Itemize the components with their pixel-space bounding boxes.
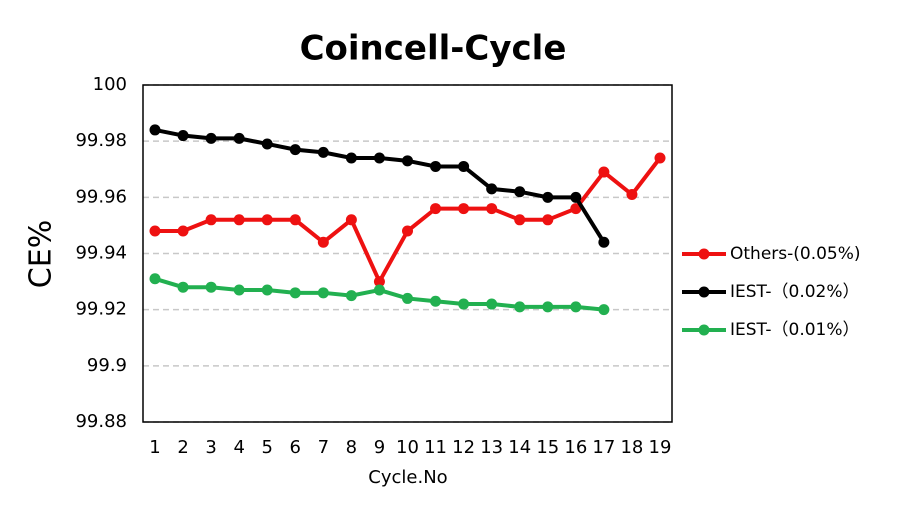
point (149, 225, 161, 237)
x-tick-label: 7 (318, 437, 329, 458)
point (486, 183, 498, 195)
y-tick-label: 99.9 (87, 355, 127, 376)
x-tick-label: 3 (205, 437, 216, 458)
x-tick-label: 8 (346, 437, 357, 458)
legend-label: IEST-（0.02%） (730, 282, 860, 302)
x-tick-label: 16 (564, 437, 587, 458)
point (570, 203, 582, 215)
point (317, 236, 329, 248)
legend-marker (698, 248, 710, 260)
point (598, 236, 610, 248)
point (317, 287, 329, 299)
point (289, 144, 301, 156)
point (177, 225, 189, 237)
point (486, 203, 498, 215)
point (149, 273, 161, 285)
point (654, 152, 666, 164)
legend-label: Others-(0.05%) (730, 244, 861, 264)
point (542, 214, 554, 226)
point (345, 152, 357, 164)
point (458, 160, 470, 172)
y-tick-label: 99.98 (75, 130, 127, 151)
x-tick-label: 5 (261, 437, 272, 458)
point (261, 284, 273, 296)
point (261, 214, 273, 226)
point (570, 191, 582, 203)
point (373, 276, 385, 288)
x-tick-label: 18 (620, 437, 643, 458)
series-line (155, 156, 662, 287)
series-line (154, 127, 606, 244)
legend-marker (698, 324, 710, 336)
x-tick-label: 11 (424, 437, 447, 458)
point (598, 304, 610, 316)
point (345, 214, 357, 226)
point (177, 281, 189, 293)
x-tick-label: 15 (536, 437, 559, 458)
x-tick-label: 12 (452, 437, 475, 458)
point (149, 124, 161, 136)
point (233, 132, 245, 144)
point (233, 214, 245, 226)
x-axis-label: Cycle.No (368, 467, 447, 488)
plot-border (142, 84, 673, 423)
x-tick-label: 13 (480, 437, 503, 458)
point (317, 146, 329, 158)
point (542, 301, 554, 313)
x-tick-label: 9 (374, 437, 385, 458)
x-tick-label: 6 (290, 437, 301, 458)
legend-marker (698, 286, 710, 298)
point (289, 287, 301, 299)
point (514, 214, 526, 226)
point (514, 186, 526, 198)
x-tick-label: 19 (649, 437, 672, 458)
point (233, 284, 245, 296)
point (205, 214, 217, 226)
point (514, 301, 526, 313)
y-tick-label: 99.96 (75, 186, 127, 207)
x-tick-label: 10 (396, 437, 419, 458)
point (402, 225, 413, 237)
point (598, 166, 610, 178)
point (289, 214, 301, 226)
point (430, 295, 442, 307)
x-tick-label: 17 (592, 437, 615, 458)
x-tick-label: 4 (233, 437, 244, 458)
y-tick-label: 99.88 (75, 411, 127, 432)
point (373, 284, 385, 296)
point (177, 130, 189, 142)
y-tick-label: 100 (93, 74, 127, 95)
point (430, 203, 442, 215)
point (430, 160, 442, 172)
y-axis-label: CE% (24, 220, 59, 288)
point (626, 189, 638, 201)
legend-label: IEST-（0.01%） (730, 320, 860, 340)
point (373, 152, 385, 164)
y-tick-label: 99.94 (75, 243, 127, 264)
point (205, 281, 217, 293)
point (570, 301, 582, 313)
point (261, 138, 273, 150)
x-tick-label: 2 (177, 437, 188, 458)
x-tick-label: 1 (149, 437, 160, 458)
point (458, 203, 470, 215)
y-tick-label: 99.92 (75, 299, 127, 320)
point (345, 290, 357, 302)
point (458, 298, 470, 310)
point (402, 155, 413, 167)
point (205, 132, 217, 144)
point (542, 191, 554, 203)
chart-title: Coincell-Cycle (300, 29, 567, 69)
x-tick-label: 14 (508, 437, 531, 458)
point (486, 298, 498, 310)
point (402, 292, 413, 304)
